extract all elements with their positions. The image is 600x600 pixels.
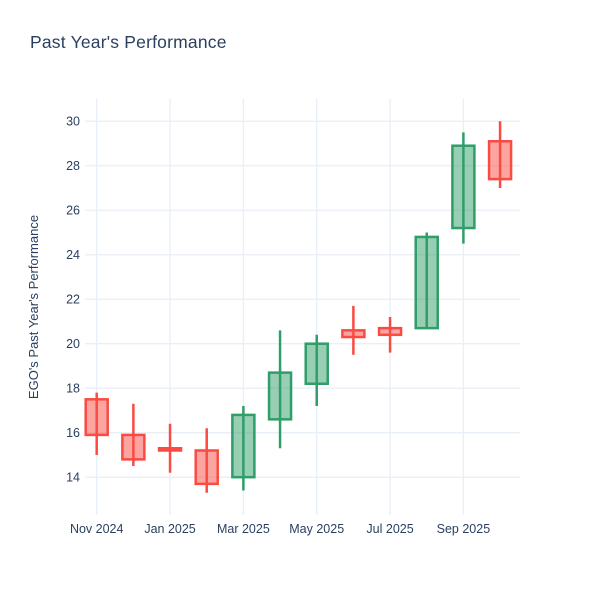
y-tick-label: 26 bbox=[66, 204, 80, 218]
candle-body bbox=[194, 449, 219, 486]
candle-body bbox=[304, 342, 329, 385]
candle-body bbox=[121, 433, 146, 461]
candle-body bbox=[84, 398, 109, 437]
candle-body bbox=[341, 329, 366, 339]
candle-body bbox=[414, 235, 439, 330]
y-axis-ticks: 14 16 18 20 22 24 26 28 30 bbox=[66, 115, 80, 485]
x-tick-label: Jan 2025 bbox=[144, 522, 195, 536]
candle-jan-2025 bbox=[157, 423, 183, 473]
x-tick-label: Mar 2025 bbox=[217, 522, 270, 536]
y-tick-label: 28 bbox=[66, 159, 80, 173]
candle-sep-2025 bbox=[451, 132, 476, 244]
candle-body bbox=[231, 413, 256, 479]
candle-jun-2025 bbox=[341, 305, 366, 355]
candle-apr-2025 bbox=[267, 330, 293, 449]
candlestick-series bbox=[84, 121, 513, 493]
candle-body bbox=[451, 144, 476, 230]
x-axis-ticks: Nov 2024 Jan 2025 Mar 2025 May 2025 Jul 2025… bbox=[70, 522, 490, 536]
y-tick-label: 24 bbox=[66, 248, 80, 262]
y-tick-label: 22 bbox=[66, 293, 80, 307]
candle-body bbox=[377, 326, 403, 337]
chart-title: Past Year's Performance bbox=[30, 32, 227, 52]
candle-oct-2025 bbox=[487, 121, 513, 188]
candle-body bbox=[267, 371, 293, 421]
candle-aug-2025 bbox=[414, 232, 439, 330]
y-axis-title: EGO's Past Year's Performance bbox=[26, 215, 41, 399]
y-tick-label: 16 bbox=[66, 426, 80, 440]
y-tick-label: 20 bbox=[66, 337, 80, 351]
x-tick-label: Sep 2025 bbox=[437, 522, 491, 536]
candle-may-2025 bbox=[304, 334, 329, 406]
candle-jul-2025 bbox=[377, 317, 403, 353]
y-tick-label: 30 bbox=[66, 115, 80, 129]
x-tick-label: Jul 2025 bbox=[366, 522, 413, 536]
candle-body bbox=[157, 447, 183, 452]
x-tick-label: Nov 2024 bbox=[70, 522, 124, 536]
candle-feb-2025 bbox=[194, 428, 219, 493]
y-tick-label: 14 bbox=[66, 471, 80, 485]
candle-dec-2024 bbox=[121, 403, 146, 467]
candle-nov-2024 bbox=[84, 392, 109, 455]
x-tick-label: May 2025 bbox=[289, 522, 344, 536]
candle-mar-2025 bbox=[231, 405, 256, 491]
y-tick-label: 18 bbox=[66, 382, 80, 396]
candle-body bbox=[487, 140, 513, 181]
